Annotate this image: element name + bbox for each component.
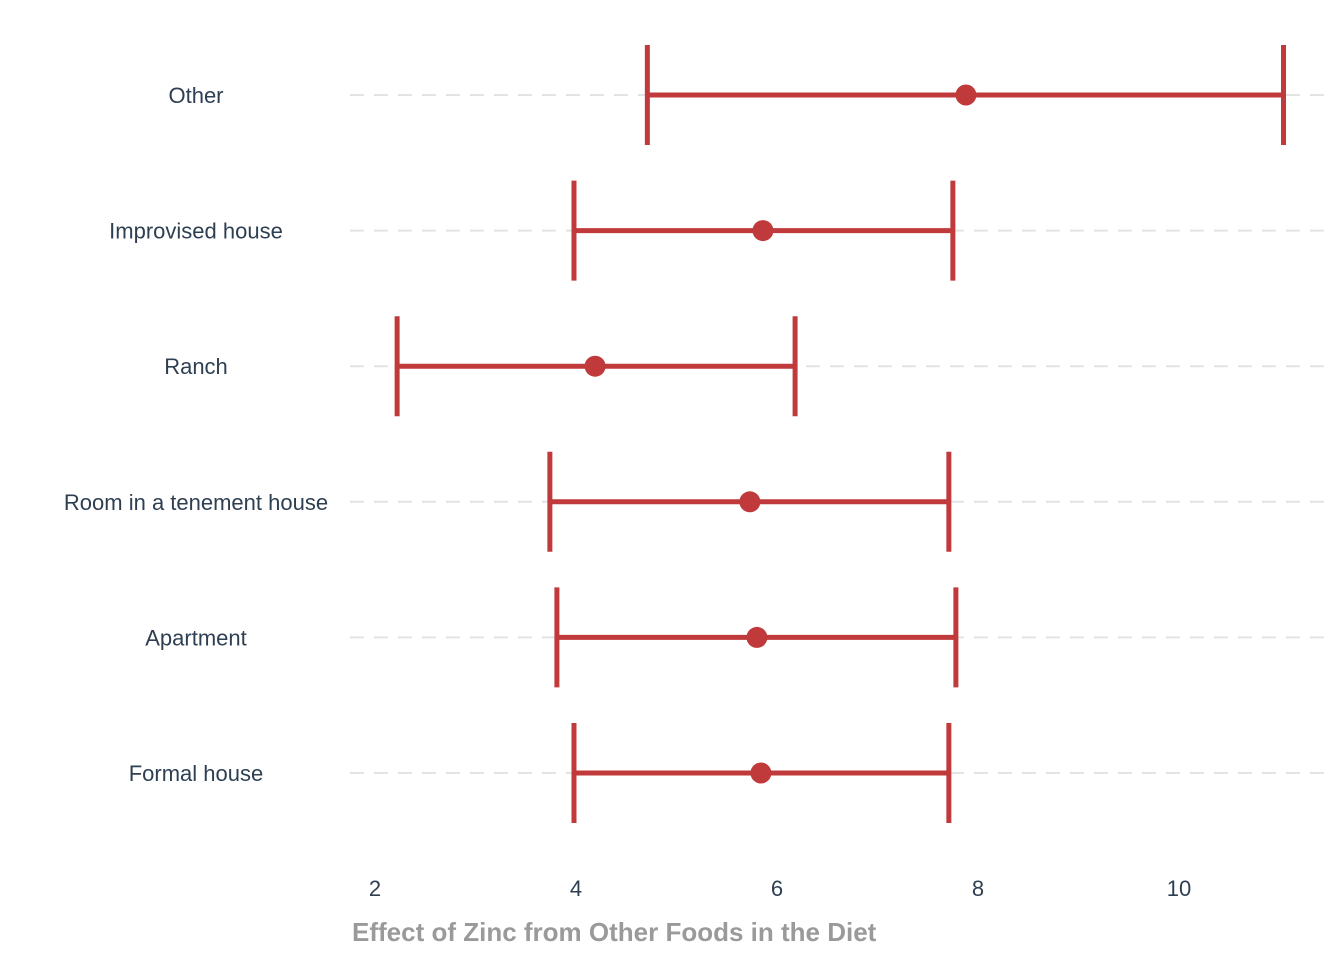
category-label: Other	[168, 83, 223, 108]
x-tick-label: 2	[369, 876, 381, 901]
estimate-point	[746, 626, 768, 648]
x-tick-label: 8	[972, 876, 984, 901]
x-tick-label: 6	[771, 876, 783, 901]
x-axis-title: Effect of Zinc from Other Foods in the D…	[352, 917, 877, 947]
error-bars	[394, 45, 1287, 823]
category-labels: Other Improvised house Ranch Room in a tene…	[64, 83, 328, 786]
estimate-point	[750, 762, 772, 784]
estimate-point	[955, 84, 977, 106]
x-axis-ticks: 2 4 6 8 10	[369, 876, 1191, 901]
x-tick-label: 4	[570, 876, 582, 901]
x-tick-label: 10	[1167, 876, 1191, 901]
category-label: Improvised house	[109, 219, 283, 244]
estimate-point	[752, 220, 774, 242]
category-label: Apartment	[145, 625, 247, 650]
estimate-point	[739, 491, 761, 513]
category-label: Room in a tenement house	[64, 490, 328, 515]
category-label: Ranch	[164, 354, 228, 379]
category-label: Formal house	[129, 761, 264, 786]
estimate-point	[584, 355, 606, 377]
gridlines	[350, 94, 1326, 774]
